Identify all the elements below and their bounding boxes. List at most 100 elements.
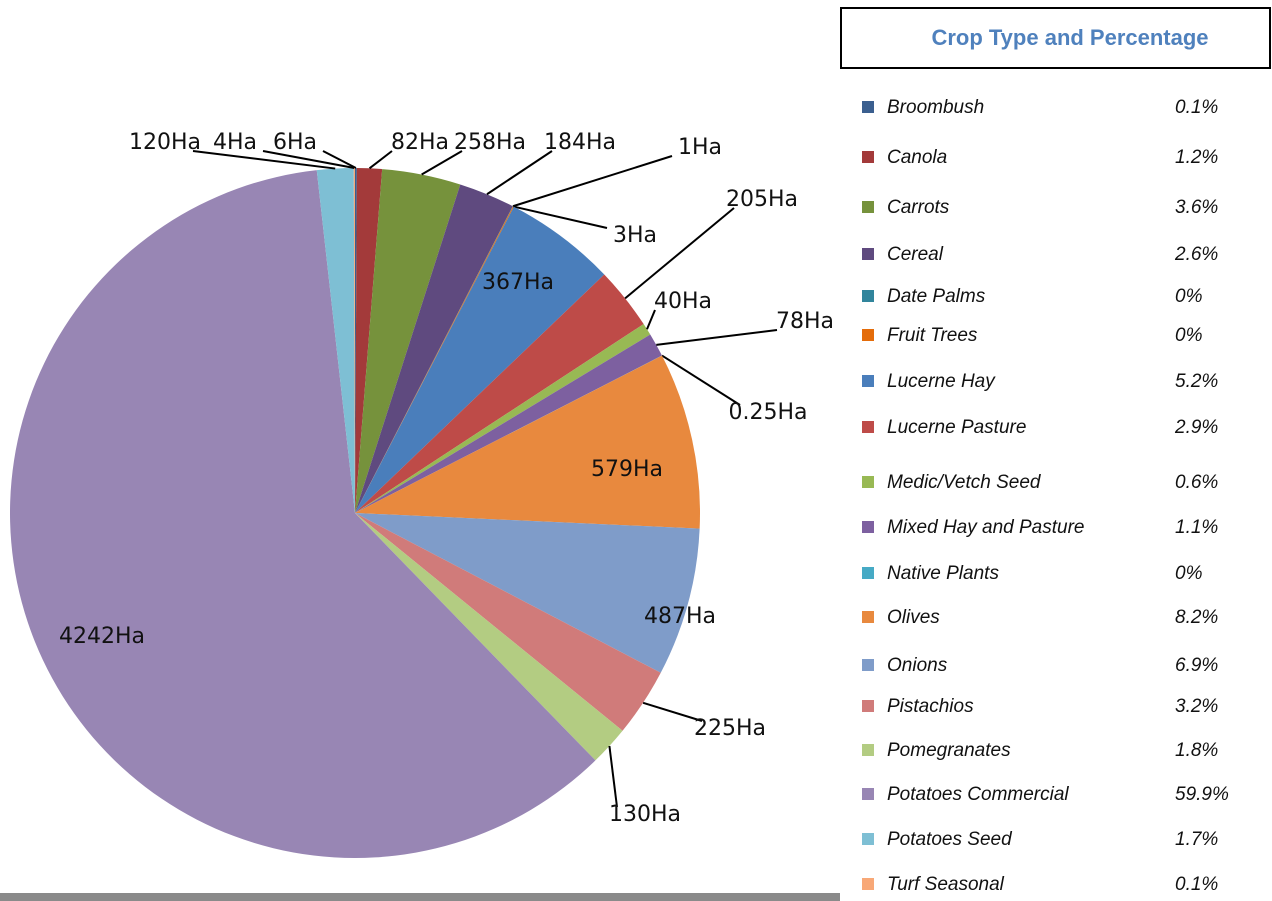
legend-label: Potatoes Commercial (887, 784, 1069, 805)
data-label: 78Ha (776, 309, 834, 334)
data-label: 205Ha (726, 187, 798, 212)
legend-percentage: 0% (1175, 286, 1203, 307)
data-label: 579Ha (591, 457, 663, 482)
leader-line (368, 150, 393, 170)
data-label: 4242Ha (59, 624, 145, 649)
data-label: 6Ha (273, 130, 317, 155)
pie-slice (355, 355, 663, 513)
legend-swatch (862, 744, 874, 756)
leader-line (661, 354, 741, 406)
legend-percentage: 0% (1175, 325, 1203, 346)
legend-swatch (862, 878, 874, 890)
legend-percentage: 3.6% (1175, 197, 1218, 218)
data-label: 0.25Ha (728, 400, 807, 425)
data-label: 130Ha (609, 802, 681, 827)
pie-slice (355, 206, 514, 513)
pie-slice (355, 184, 513, 514)
legend-swatch (862, 611, 874, 623)
pie-slice (355, 355, 701, 529)
legend-percentage: 5.2% (1175, 371, 1218, 392)
legend-percentage: 59.9% (1175, 784, 1229, 805)
legend-swatch (862, 375, 874, 387)
leader-line (421, 150, 463, 176)
legend-swatch (862, 151, 874, 163)
legend-label: Canola (887, 147, 947, 168)
legend-label: Lucerne Pasture (887, 417, 1026, 438)
legend-label: Potatoes Seed (887, 829, 1013, 850)
pie-slice (355, 324, 651, 513)
legend-title-box (840, 7, 1271, 69)
legend-swatch (862, 421, 874, 433)
legend-swatch (862, 700, 874, 712)
legend-label: Fruit Trees (887, 325, 978, 346)
legend-label: Cereal (887, 244, 944, 265)
legend-label: Lucerne Hay (887, 371, 996, 392)
legend-swatch (862, 290, 874, 302)
legend-label: Olives (887, 607, 940, 628)
leader-line (624, 207, 735, 300)
leader-line (322, 150, 357, 169)
data-label: 184Ha (544, 130, 616, 155)
legend-percentage: 0.6% (1175, 472, 1218, 493)
legend-label: Carrots (887, 197, 950, 218)
data-label: 1Ha (678, 135, 722, 160)
pie-slice (355, 274, 644, 513)
legend-swatch (862, 567, 874, 579)
pie-slice (355, 206, 605, 513)
chart-title: Crop Type and Percentage (931, 25, 1208, 50)
data-label: 40Ha (654, 289, 712, 314)
legend-label: Native Plants (887, 563, 999, 584)
legend-label: Date Palms (887, 286, 986, 307)
legend-swatch (862, 833, 874, 845)
data-label: 258Ha (454, 130, 526, 155)
pie-slice (355, 513, 700, 673)
legend-percentage: 2.9% (1174, 417, 1218, 438)
legend-percentage: 0% (1175, 563, 1203, 584)
legend-label: Broombush (887, 97, 984, 118)
pie-slice (355, 513, 623, 761)
legend-label: Pistachios (887, 696, 974, 717)
leader-line (513, 205, 608, 229)
legend-label: Turf Seasonal (887, 874, 1005, 895)
legend-swatch (862, 788, 874, 800)
data-label: 120Ha (129, 130, 201, 155)
legend-percentage: 6.9% (1175, 655, 1218, 676)
data-label: 82Ha (391, 130, 449, 155)
leader-line (192, 150, 336, 170)
leader-line (656, 329, 778, 346)
legend-percentage: 0.1% (1175, 97, 1218, 118)
legend-label: Mixed Hay and Pasture (887, 517, 1085, 538)
legend-swatch (862, 101, 874, 113)
leader-line (608, 745, 618, 808)
pie-slice (355, 168, 383, 513)
legend-percentage: 1.7% (1175, 829, 1218, 850)
legend-percentage: 3.2% (1175, 696, 1218, 717)
pie-slice (355, 168, 357, 513)
leader-line (646, 309, 656, 330)
leader-line (512, 155, 673, 208)
legend-percentage: 1.2% (1175, 147, 1218, 168)
data-label: 3Ha (613, 223, 657, 248)
data-label: 367Ha (482, 270, 554, 295)
legend-label: Onions (887, 655, 948, 676)
pie-slice (355, 513, 661, 731)
data-label: 4Ha (213, 130, 257, 155)
legend-swatch (862, 201, 874, 213)
pie-slice (316, 168, 355, 514)
legend-label: Medic/Vetch Seed (887, 472, 1042, 493)
leader-line (262, 150, 355, 169)
bottom-bar (0, 893, 840, 901)
legend-percentage: 1.8% (1175, 740, 1218, 761)
legend-percentage: 1.1% (1175, 517, 1218, 538)
pie-slice (355, 206, 514, 513)
legend-swatch (862, 476, 874, 488)
data-label: 225Ha (694, 716, 766, 741)
legend-label: Pomegranates (887, 740, 1011, 761)
legend-swatch (862, 521, 874, 533)
legend-swatch (862, 329, 874, 341)
pie-slice (355, 169, 461, 513)
leader-line (642, 701, 703, 722)
legend-percentage: 2.6% (1174, 244, 1218, 265)
legend-swatch (862, 248, 874, 260)
